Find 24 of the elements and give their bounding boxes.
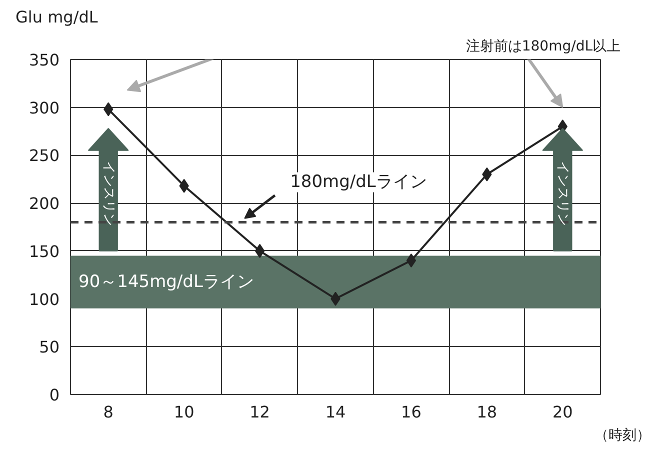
x-tick-label: 8 [103,402,114,422]
y-tick-label: 0 [49,386,60,404]
x-tick-label: 12 [250,402,270,422]
text: 注射前は180mg/dL以上 [466,38,621,54]
y-tick-label: 250 [28,146,60,166]
x-tick-label: 20 [552,402,573,422]
annotation: インスリン [100,161,116,226]
band-label: 90～145mg/dLライン [78,272,254,292]
y-tick-label: 300 [28,98,60,118]
x-tick-label: 10 [174,402,194,422]
x-axis-title: （時刻） [594,428,650,444]
y-tick-label: 100 [28,290,60,309]
y-axis-title: Glu mg/dL [16,8,98,26]
ref-line-label: 180mg/dLライン [290,172,427,192]
x-tick-label: 16 [401,402,422,422]
x-tick-label: 18 [476,402,498,422]
y-tick-label: 150 [28,242,60,261]
y-tick-label: 200 [28,194,60,214]
y-tick-label: 50 [39,338,60,357]
annotation: インスリン [555,161,570,226]
point [406,254,416,268]
point [254,244,265,258]
y-tick-label: 350 [28,50,60,70]
x-tick-label: 14 [325,402,346,422]
